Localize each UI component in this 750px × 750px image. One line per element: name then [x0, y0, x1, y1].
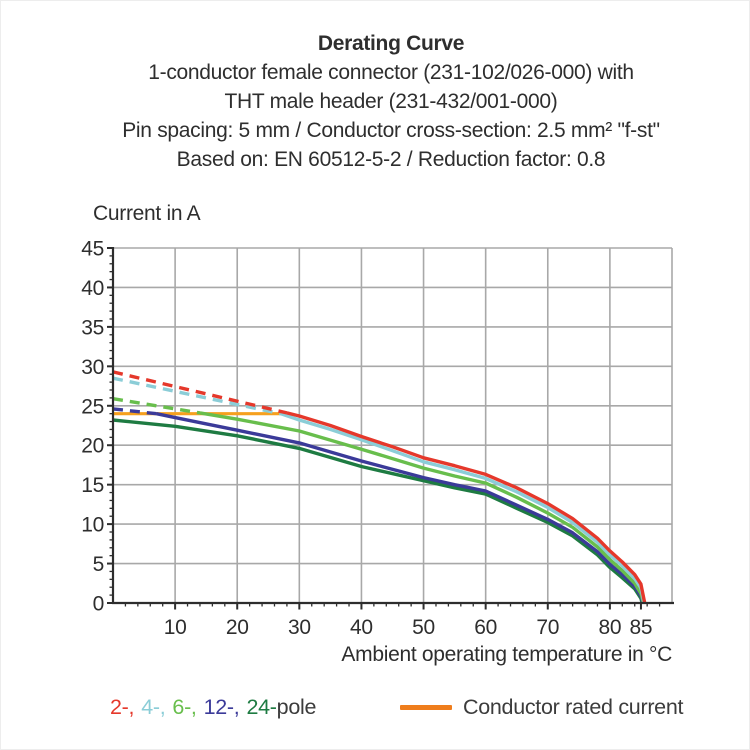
- x-tick-label: 30: [288, 616, 311, 639]
- x-tick-label: 20: [226, 616, 249, 639]
- axis-ticks: [107, 247, 661, 610]
- chart-subtitle-spec: Pin spacing: 5 mm / Conductor cross-sect…: [122, 119, 660, 142]
- curve-12-pole: [112, 407, 645, 604]
- x-tick-labels: 10 20 30 40 50 60 70 80 85: [164, 616, 653, 639]
- rated-current-label: Conductor rated current: [463, 695, 684, 719]
- pole-legend-entry: 2-,: [110, 695, 135, 719]
- pole-legend-entry: 6-,: [172, 695, 197, 719]
- x-tick-label: 40: [350, 616, 373, 639]
- pole-legend-suffix: pole: [276, 695, 317, 719]
- rated-current-line-swatch: [400, 705, 452, 710]
- rated-current-legend: Conductor rated current: [400, 693, 683, 722]
- x-tick-label: 85: [630, 616, 653, 639]
- y-tick-label: 0: [93, 593, 104, 616]
- y-tick-label: 35: [81, 316, 104, 339]
- y-tick-label: 10: [81, 514, 104, 537]
- pole-legend-entry: 4-,: [141, 695, 166, 719]
- y-tick-label: 30: [81, 356, 104, 379]
- chart-subtitle-male-header: THT male header (231-432/001-000): [224, 90, 558, 113]
- pole-legend-entry: 24-: [246, 695, 277, 719]
- x-tick-label: 70: [536, 616, 559, 639]
- x-tick-label: 80: [599, 616, 622, 639]
- pole-legend-entry: 12-,: [203, 695, 240, 719]
- chart-subtitle-basis: Based on: EN 60512-5-2 / Reduction facto…: [176, 148, 606, 171]
- y-tick-label: 25: [81, 395, 104, 418]
- curve-2-pole: [112, 370, 647, 604]
- x-tick-label: 60: [474, 616, 497, 639]
- pole-count-legend: 2-, 4-, 6-, 12-, 24-pole: [110, 693, 316, 722]
- chart-header: Derating Curve 1-conductor female connec…: [30, 29, 750, 174]
- y-tick-label: 5: [93, 553, 104, 576]
- chart-subtitle-connector: 1-conductor female connector (231-102/02…: [148, 61, 634, 84]
- y-tick-label: 40: [81, 277, 104, 300]
- y-tick-labels: 0 5 10 15 20 25 30 35 40 45: [81, 238, 104, 616]
- curve-24-pole: [112, 418, 644, 604]
- x-axis-title: Ambient operating temperature in °C: [341, 643, 672, 666]
- y-tick-label: 20: [81, 435, 104, 458]
- plot-grid: [113, 247, 673, 603]
- curve-6-pole: [112, 397, 646, 604]
- y-axis-title: Current in A: [93, 202, 201, 225]
- plot-axes: [111, 247, 674, 605]
- chart-title: Derating Curve: [317, 32, 465, 55]
- x-tick-label: 50: [412, 616, 435, 639]
- y-tick-label: 15: [81, 474, 104, 497]
- curve-4-pole: [112, 376, 646, 604]
- x-tick-label: 10: [164, 616, 187, 639]
- y-tick-label: 45: [81, 238, 104, 261]
